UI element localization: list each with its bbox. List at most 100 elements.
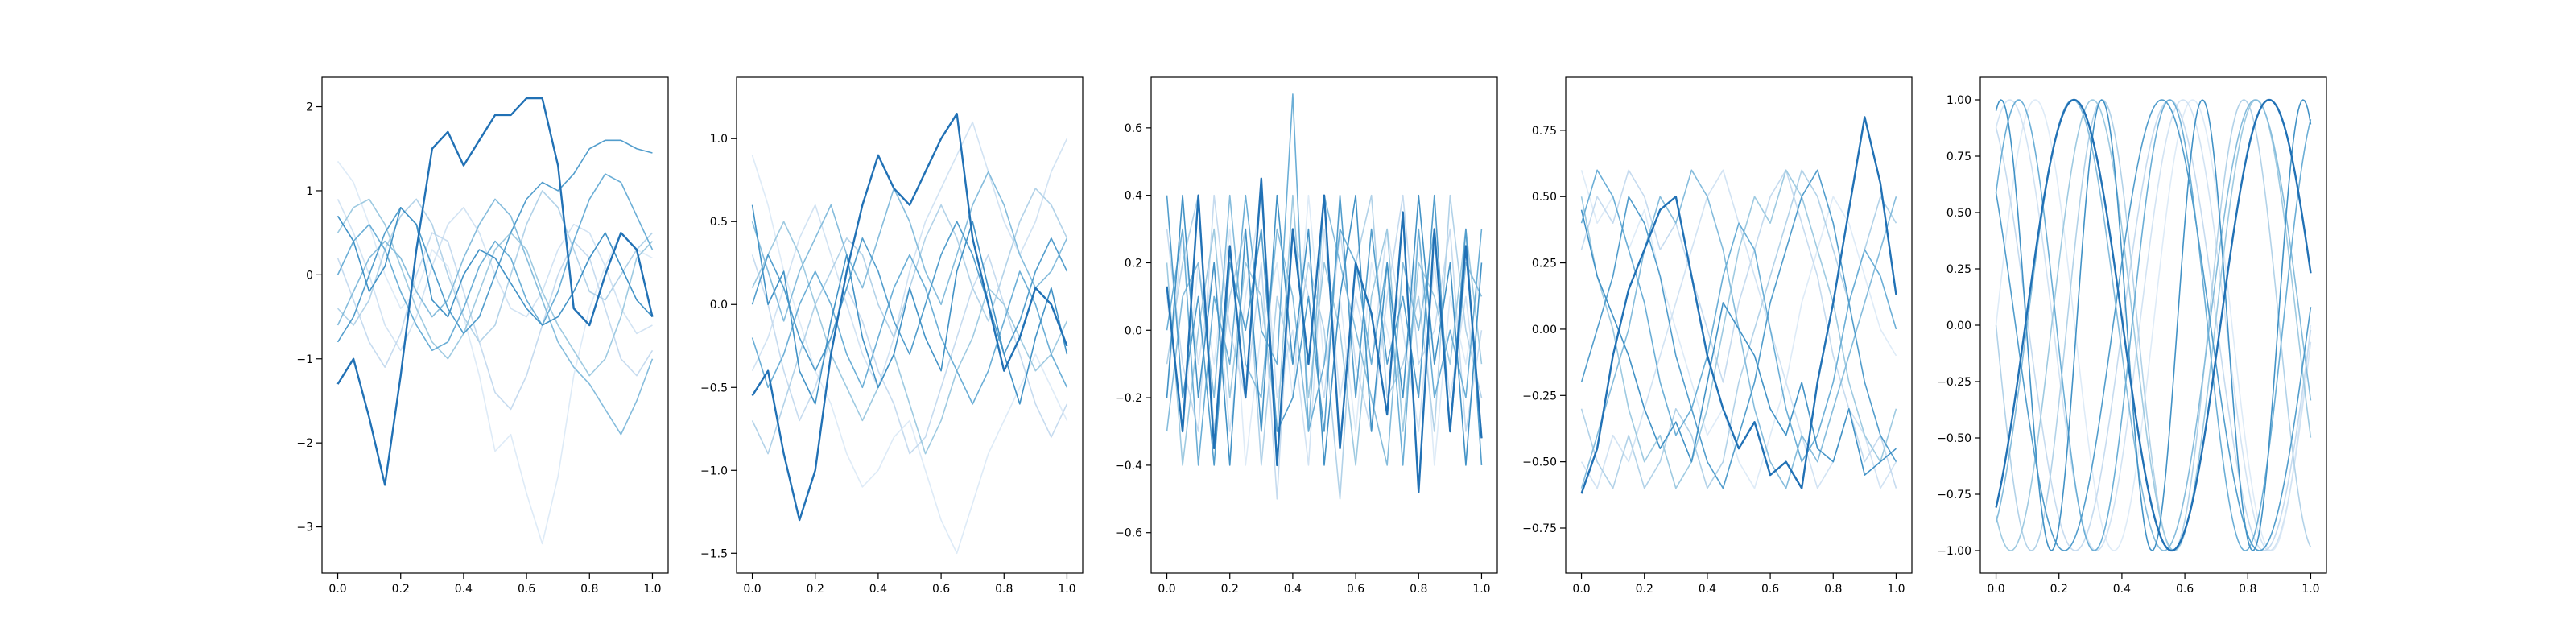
x-tick-label: 1.0 [2301,583,2319,596]
x-tick-label: 0.2 [392,583,410,596]
chart-panel-3: 0.0 0.2 0.4 0.6 0.8 1.0 −0.6 −0.4 −0.2 0.0 0.2 0.4 0… [1115,76,1498,596]
series-lines [336,97,654,545]
x-tick-label: 1.0 [643,583,661,596]
series-line-9 [751,204,1068,405]
series-lines [1995,98,2312,552]
y-tick-label: 0.0 [1125,324,1142,337]
y-tick-label: 0.6 [1125,122,1142,135]
series-line-5 [1580,169,1897,489]
series-line-7 [751,254,1068,405]
series-line-6 [751,171,1068,322]
series-line-9 [1995,99,2312,551]
y-tick-label: 0.75 [1946,151,1971,163]
series-lines [1580,116,1897,494]
y-tick-label: −2 [296,437,313,450]
axes-frame [736,76,1084,574]
y-tick-label: 0 [306,269,313,282]
series-line-7 [336,173,654,352]
series-line-5 [336,198,654,377]
x-tick-label: 0.6 [2176,583,2194,596]
x-tick-label: 0.8 [995,583,1013,596]
series-line-1 [336,160,653,545]
y-tick-label: 0.50 [1532,191,1557,204]
series-line-8 [1580,169,1897,489]
x-tick-label: 1.0 [1058,583,1075,596]
y-tick-label: −0.2 [1115,392,1142,405]
x-tick-label: 0.0 [1987,583,2004,596]
x-tick-label: 0.2 [807,583,824,596]
y-tick-label: 0.00 [1946,320,1971,332]
y-tick-label: −0.5 [700,382,728,394]
x-tick-label: 0.4 [2113,583,2131,596]
y-tick-label: −0.6 [1115,527,1142,540]
y-tick-label: 0.00 [1532,324,1557,336]
series-line-10 [1166,177,1483,493]
y-tick-label: 0.75 [1532,125,1557,138]
x-tick-label: 0.0 [1572,583,1590,596]
series-line-2 [751,121,1068,389]
axes-frame [321,76,669,574]
y-tick-label: 0.25 [1946,263,1971,276]
y-tick-label: −1.0 [700,464,728,477]
y-tick-label: −0.75 [1937,489,1971,502]
series-line-3 [751,254,1068,455]
series-lines [751,113,1068,555]
series-line-8 [1995,99,2312,551]
series-line-9 [336,207,654,326]
x-tick-label: 0.6 [1761,583,1779,596]
x-tick-label: 1.0 [1472,583,1490,596]
y-tick-label: 0.4 [1125,190,1142,203]
series-line-5 [1166,194,1483,466]
y-tick-label: 0.0 [710,299,728,312]
x-tick-label: 0.4 [869,583,887,596]
x-tick-label: 0.2 [1221,583,1239,596]
y-tick-label: −0.25 [1522,390,1557,402]
y-tick-label: 1 [306,185,313,198]
y-tick-label: −3 [296,522,313,535]
x-tick-label: 0.8 [580,583,598,596]
chart-panel-4: 0.0 0.2 0.4 0.6 0.8 1.0 −0.75 −0.50 −0.25 0.00 0.2… [1522,76,1913,596]
x-tick-label: 0.8 [1410,583,1427,596]
series-line-8 [336,139,653,343]
x-tick-label: 0.6 [1347,583,1364,596]
x-tick-label: 0.8 [2239,583,2256,596]
series-line-3 [1995,99,2312,551]
chart-panel-1: 0.0 0.2 0.4 0.6 0.8 1.0 −3 −2 −1 0 1 2 [296,76,669,596]
y-tick-label: 0.5 [710,216,728,229]
y-tick-label: 0.25 [1532,258,1557,270]
series-line-8 [751,221,1068,372]
series-line-7 [1580,169,1897,463]
x-tick-label: 0.0 [328,583,346,596]
x-tick-label: 0.2 [1636,583,1653,596]
x-tick-label: 1.0 [1887,583,1905,596]
y-tick-label: −1.5 [700,547,728,560]
x-tick-label: 0.4 [1284,583,1302,596]
x-tick-label: 0.6 [932,583,950,596]
y-tick-label: −0.25 [1937,376,1971,389]
series-line-7 [1166,93,1483,466]
y-tick-label: −1 [296,353,313,366]
series-line-8 [1166,194,1483,466]
x-tick-label: 0.0 [743,583,761,596]
chart-panel-5: 0.0 0.2 0.4 0.6 0.8 1.0 −1.00 −0.75 −0.50 −0.25 0.… [1937,76,2327,596]
series-line-10 [1580,116,1897,494]
series-line-10 [1995,98,2312,552]
axes-frame [1565,76,1913,574]
x-tick-label: 0.2 [2050,583,2068,596]
y-tick-label: −0.50 [1937,432,1971,445]
y-tick-label: −0.50 [1522,456,1557,469]
y-tick-label: 2 [306,101,313,114]
y-tick-label: 1.00 [1946,94,1971,107]
x-tick-label: 0.6 [518,583,535,596]
series-line-1 [1580,170,1897,489]
y-tick-label: 0.50 [1946,207,1971,220]
series-line-10 [751,113,1068,522]
axes-frame [1150,76,1498,574]
x-tick-label: 0.8 [1824,583,1842,596]
y-tick-label: 1.0 [710,133,728,146]
series-line-3 [1580,169,1897,489]
series-line-10 [336,97,654,486]
x-tick-label: 0.4 [455,583,473,596]
